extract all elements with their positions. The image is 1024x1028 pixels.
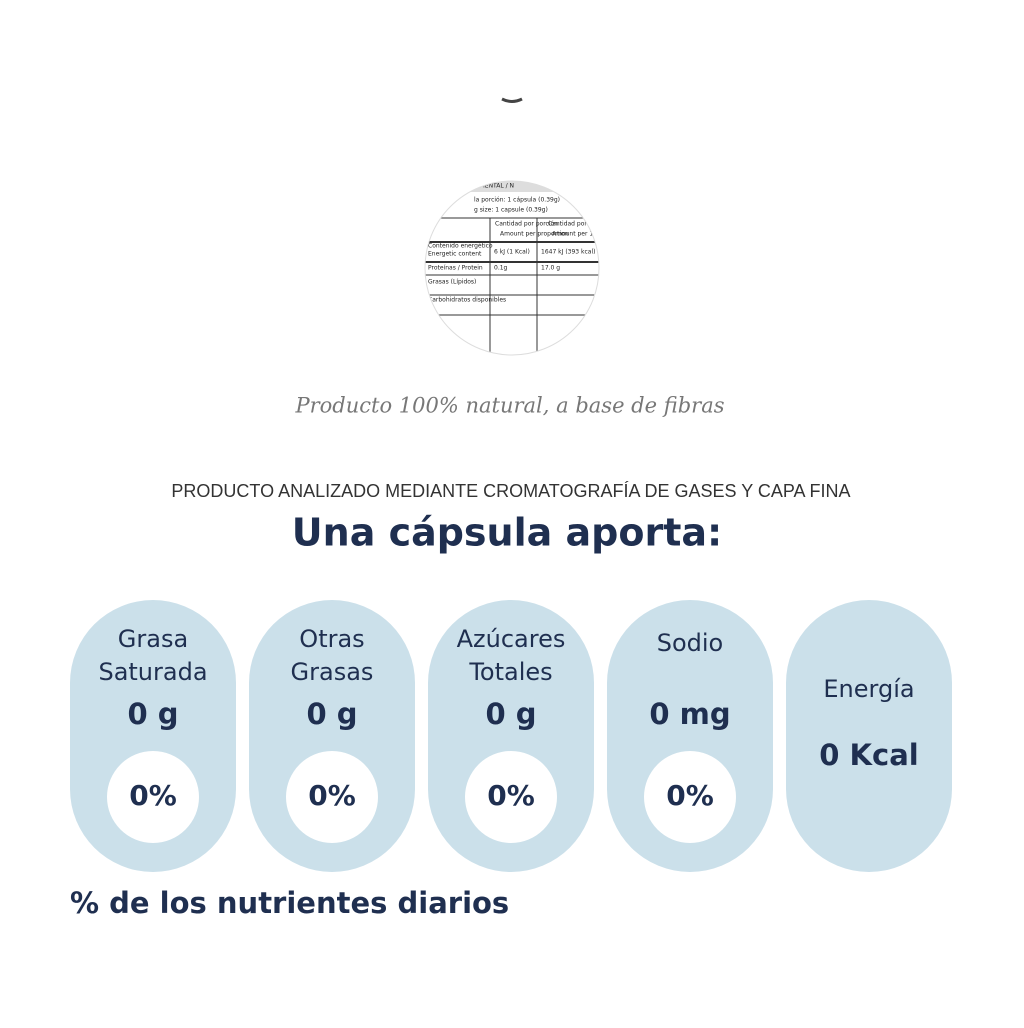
nutrient-percent: 0% bbox=[666, 779, 714, 812]
percent-circle bbox=[107, 751, 199, 843]
label-line: Cantidad por bbox=[548, 221, 587, 228]
footnote: % de los nutrientes diarios bbox=[70, 886, 509, 920]
percent-circle bbox=[286, 751, 378, 843]
nutrients: Grasa Saturada 0 g 0% Otras Grasas 0 g 0% Azúcar… bbox=[70, 600, 952, 872]
nutrient-label: Grasa bbox=[118, 625, 188, 653]
nutrient-amount: 0 Kcal bbox=[819, 738, 918, 772]
pill bbox=[786, 600, 952, 872]
nutrient-percent: 0% bbox=[487, 779, 535, 812]
nutrient-label: Otras bbox=[299, 625, 364, 653]
label-border bbox=[424, 180, 600, 356]
label-line: 6 kJ (1 Kcal) bbox=[494, 249, 530, 256]
label-line: Grasas (Lípidos) bbox=[428, 279, 476, 286]
label-line: Cantidad por porción bbox=[495, 221, 558, 228]
percent-circle bbox=[465, 751, 557, 843]
label-preview: TRIMENTAL / N la porción: 1 cápsula (0.39… bbox=[425, 181, 605, 355]
nutrient-label: Saturada bbox=[98, 658, 207, 686]
label-line: Amount per proportion bbox=[500, 231, 569, 238]
nutrient-amount: 0 g bbox=[127, 697, 178, 731]
label-line: g size: 1 capsule (0.39g) bbox=[474, 207, 548, 214]
label-line: 1647 kJ (393 kcal) bbox=[541, 249, 596, 256]
nutrient-amount: 0 g bbox=[485, 697, 536, 731]
analysis-note: PRODUCTO ANALIZADO MEDIANTE CROMATOGRAFÍ… bbox=[171, 481, 850, 501]
decoration bbox=[501, 97, 523, 103]
label-line: Amount per 100g bbox=[552, 231, 605, 238]
label-line: Carbohidratos disponibles bbox=[428, 297, 506, 304]
label-line: TRIMENTAL / N bbox=[469, 183, 514, 190]
label-line: 0.1g bbox=[494, 265, 508, 272]
nutrient-percent: 0% bbox=[308, 779, 356, 812]
nutrient-amount: 0 mg bbox=[649, 697, 730, 731]
heading: Una cápsula aporta: bbox=[292, 511, 722, 555]
tagline: Producto 100% natural, a base de fibras bbox=[294, 394, 724, 418]
nutrient-label: Totales bbox=[468, 658, 552, 686]
nutrient-percent: 0% bbox=[129, 779, 177, 812]
nutrient-amount: 0 g bbox=[306, 697, 357, 731]
label-line: Contenido energético bbox=[428, 243, 493, 250]
label-line: 17.0 g bbox=[541, 265, 560, 272]
label-line: Energetic content bbox=[428, 251, 482, 258]
nutrient-label: Grasas bbox=[291, 658, 374, 686]
nutrient-label: Energía bbox=[823, 675, 914, 703]
percent-circle bbox=[644, 751, 736, 843]
nutrient-label: Azúcares bbox=[457, 625, 566, 653]
label-line: la porción: 1 cápsula (0.39g) bbox=[474, 197, 560, 204]
label-line: Proteínas / Protein bbox=[428, 265, 483, 272]
nutrient-label: Sodio bbox=[657, 629, 724, 657]
